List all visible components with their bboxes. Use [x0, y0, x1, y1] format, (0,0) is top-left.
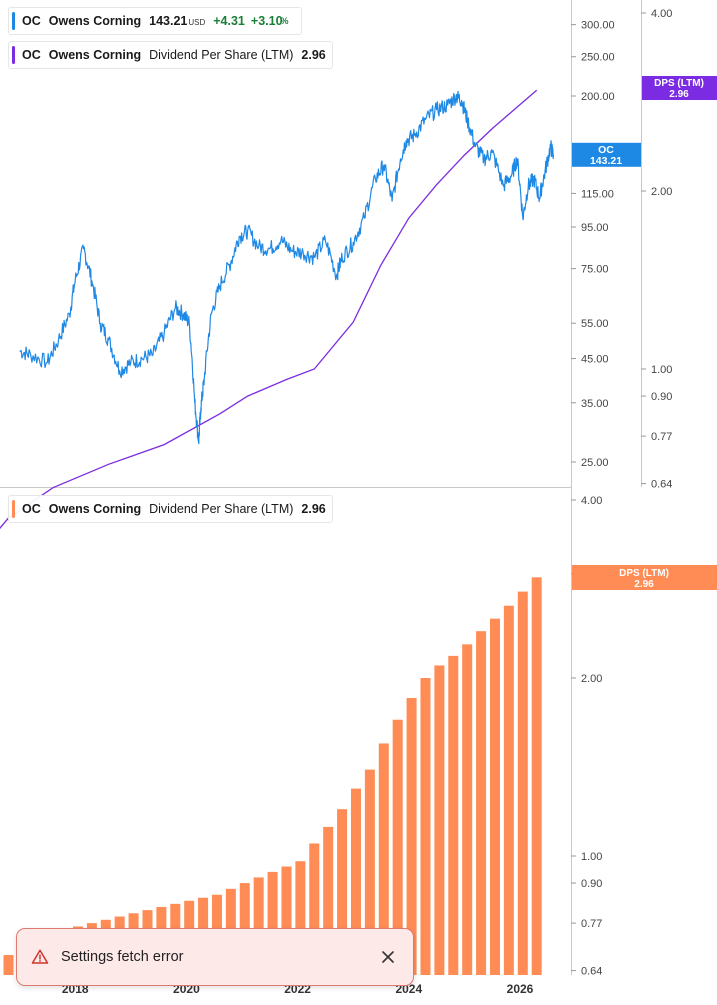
legend-metric: Dividend Per Share (LTM)	[149, 502, 294, 516]
legend-currency: USD	[188, 17, 206, 27]
dps-tag-label: DPS (LTM)	[654, 78, 704, 89]
legend-change-pct: +3.10	[250, 14, 283, 28]
bar-axis-tick-label: 1.00	[581, 851, 602, 863]
toast-message: Settings fetch error	[61, 949, 184, 965]
legend-metric-value: 2.96	[301, 48, 326, 62]
dps-bar	[295, 861, 306, 975]
close-icon[interactable]	[381, 950, 395, 964]
bar-axis-tick-label: 0.90	[581, 878, 602, 890]
dps-bar	[420, 678, 431, 975]
price-series-marker	[12, 12, 15, 30]
bar-axis-tick-label: 4.00	[581, 495, 602, 507]
price-tag-value: 143.21	[590, 155, 622, 167]
legend-price-value: 143.21	[149, 14, 188, 28]
legend-ticker: OC	[22, 14, 41, 28]
price-axis-tick-label: 115.00	[581, 188, 614, 200]
dps-bar	[350, 788, 361, 975]
dps-bar	[434, 665, 445, 975]
dps-tag-label: DPS (LTM)	[619, 568, 669, 579]
warning-icon	[31, 949, 49, 964]
dps-bar	[253, 877, 264, 975]
legend-company: Owens Corning	[48, 14, 142, 28]
dps-bar	[3, 955, 14, 975]
dps-bar-series-marker	[12, 500, 15, 518]
price-line	[19, 90, 554, 445]
dps-tag-value: 2.96	[634, 579, 654, 590]
dps-axis-tick-label: 0.90	[651, 391, 672, 403]
dps-line	[0, 89, 538, 530]
dps-bar	[531, 577, 542, 975]
dps-axis-tick-label: 0.77	[651, 431, 672, 443]
bar-axis-tick-label: 2.00	[581, 673, 602, 685]
dps-bar	[267, 871, 278, 975]
legend-ticker: OC	[22, 502, 41, 516]
x-axis-label: 2026	[507, 982, 534, 996]
dps-bar	[448, 655, 459, 975]
dps-axis-tick-label: 4.00	[651, 8, 672, 20]
dps-bar	[378, 743, 389, 975]
price-axis-tick-label: 300.00	[581, 20, 615, 32]
legend-metric: Dividend Per Share (LTM)	[149, 48, 294, 62]
dps-bar	[517, 591, 528, 975]
dps-bar	[489, 618, 500, 975]
price-axis-tick-label: 55.00	[581, 318, 609, 330]
dps-bar	[281, 866, 292, 975]
dps-bar	[503, 605, 514, 975]
dps-tag-value: 2.96	[669, 89, 689, 100]
legend-pct-sign: %	[280, 16, 289, 26]
error-toast: Settings fetch error	[16, 928, 414, 986]
dps-bar	[364, 769, 375, 975]
price-tag	[572, 142, 641, 167]
dps-bar	[392, 719, 403, 975]
dps-axis-tick-label: 0.64	[651, 479, 672, 491]
legend-dps-bottom[interactable]: OC Owens Corning Dividend Per Share (LTM…	[8, 495, 333, 523]
price-axis-tick-label: 250.00	[581, 52, 615, 64]
legend-price[interactable]: OC Owens Corning 143.21 USD +4.31 +3.10 …	[8, 7, 302, 35]
legend-company: Owens Corning	[48, 48, 142, 62]
dps-bar	[337, 809, 348, 975]
legend-change: +4.31	[213, 14, 245, 28]
dps-axis-tick-label: 1.00	[651, 364, 672, 376]
price-axis-tick-label: 95.00	[581, 222, 609, 234]
dps-bar	[476, 631, 487, 975]
bar-axis-tick-label: 0.64	[581, 966, 602, 978]
legend-dps-top[interactable]: OC Owens Corning Dividend Per Share (LTM…	[8, 41, 333, 69]
price-axis-tick-label: 35.00	[581, 398, 609, 410]
dps-bar	[323, 826, 334, 975]
dps-tag-top	[642, 76, 717, 100]
legend-ticker: OC	[22, 48, 41, 62]
legend-company: Owens Corning	[48, 502, 142, 516]
price-tag-ticker: OC	[598, 144, 614, 156]
dps-line-series-marker	[12, 46, 15, 64]
price-axis-tick-label: 25.00	[581, 457, 609, 469]
price-axis-tick-label: 45.00	[581, 354, 609, 366]
dps-bar	[462, 644, 473, 975]
price-axis-tick-label: 75.00	[581, 264, 609, 276]
dps-axis-tick-label: 2.00	[651, 186, 672, 198]
legend-metric-value: 2.96	[301, 502, 326, 516]
dps-bar	[406, 698, 417, 975]
dps-tag-bottom	[572, 565, 717, 590]
price-axis-tick-label: 200.00	[581, 91, 615, 103]
dps-bar	[309, 843, 320, 975]
bar-axis-tick-label: 0.77	[581, 918, 602, 930]
